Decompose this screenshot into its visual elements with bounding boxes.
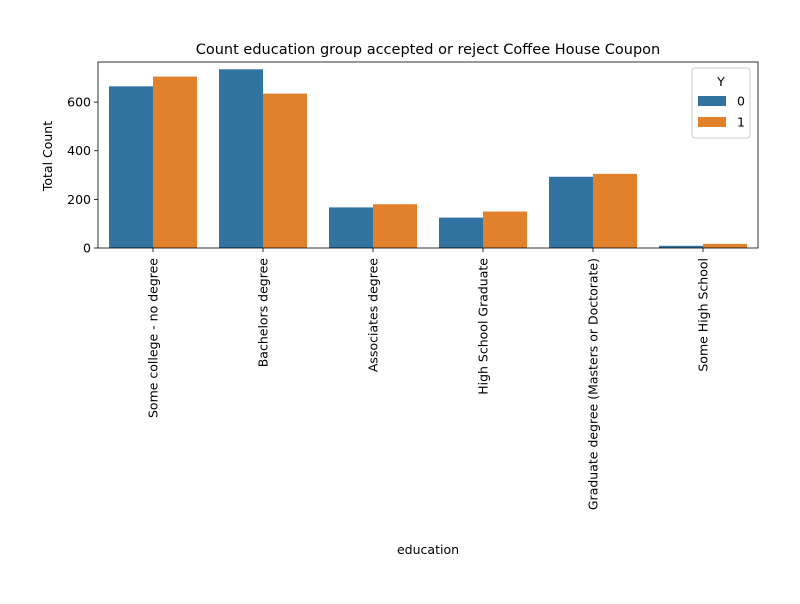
x-axis-label: education <box>397 542 459 557</box>
legend-swatch-1 <box>698 117 726 127</box>
y-tick-label: 600 <box>67 95 91 110</box>
bar-series-0-2 <box>329 207 373 248</box>
bar-series-1-0 <box>153 76 197 249</box>
legend: Y0 1 <box>691 67 751 139</box>
x-tick-label: Some college - no degree <box>146 258 161 418</box>
legend-title: Y <box>716 74 725 89</box>
legend-label-0: 0 <box>737 94 745 109</box>
x-tick-label: Associates degree <box>366 258 381 372</box>
bar-series-1-1 <box>263 93 307 248</box>
bar-series-1-5 <box>703 243 747 248</box>
x-tick-label: Graduate degree (Masters or Doctorate) <box>586 258 601 510</box>
x-tick-label: High School Graduate <box>476 258 491 395</box>
legend-swatch-0 <box>698 96 726 106</box>
legend-label-1: 1 <box>737 115 745 130</box>
y-axis-label: Total Count <box>40 121 55 192</box>
bar-series-1-2 <box>373 204 417 248</box>
bar-series-1-3 <box>483 211 527 248</box>
y-tick-label: 0 <box>83 241 91 256</box>
y-tick-label: 400 <box>67 143 91 158</box>
y-tick-label: 200 <box>67 192 91 207</box>
bars-group <box>109 69 747 249</box>
bar-series-0-0 <box>109 86 153 249</box>
x-tick-label: Some High School <box>696 258 711 372</box>
x-tick-label: Bachelors degree <box>256 258 271 368</box>
chart-title: Count education group accepted or reject… <box>196 42 660 58</box>
bar-series-0-1 <box>219 69 263 248</box>
bar-series-0-3 <box>439 217 483 248</box>
bar-series-0-4 <box>549 176 593 248</box>
bar-series-1-4 <box>593 173 637 248</box>
plot-frame <box>97 61 759 249</box>
axes-group: 0 200 400 600 Some college - no degree Bachel… <box>67 61 759 510</box>
bar-series-0-5 <box>659 245 703 248</box>
